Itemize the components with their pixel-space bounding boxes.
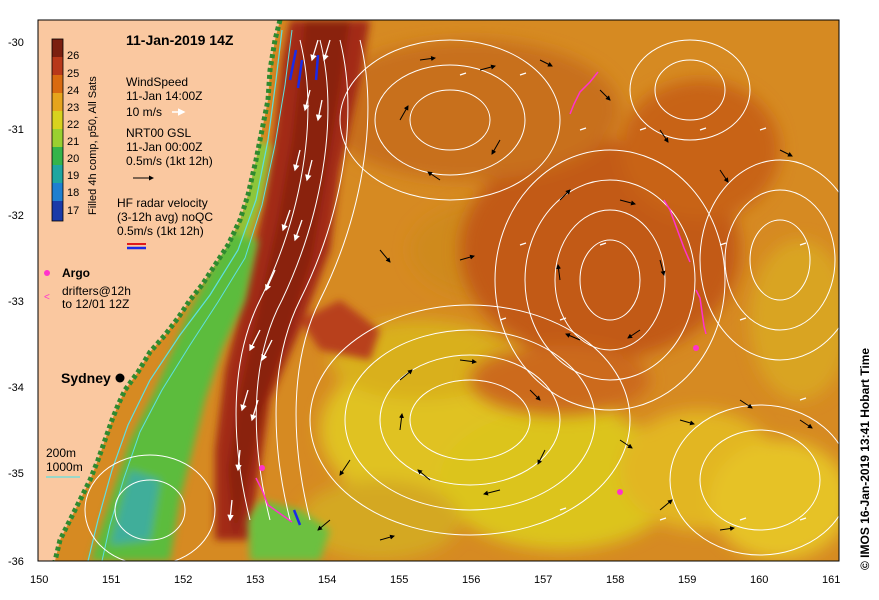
- y-tick: -31: [8, 124, 24, 136]
- y-tick: -34: [8, 382, 24, 394]
- colorbar-seg-4: [52, 111, 63, 129]
- isobath-1000m: [101, 29, 293, 561]
- wind-arrows: [459, 72, 807, 521]
- x-axis: 150 151 152 153 154 155 156 157 158 159 …: [30, 574, 840, 586]
- x-tick: 156: [462, 574, 480, 586]
- legend-wind-time: 11-Jan 14:00Z: [126, 89, 203, 103]
- coastline: [52, 20, 283, 561]
- x-tick: 158: [606, 574, 624, 586]
- x-tick: 152: [174, 574, 192, 586]
- legend-depth-200: 200m: [46, 446, 76, 460]
- x-tick: 154: [318, 574, 336, 586]
- colorbar: 26 25 24 23 22 21 20 19 18 17 Filled 4h …: [51, 38, 99, 222]
- colorbar-seg-8: [52, 183, 63, 201]
- legend-hf-sub: (3-12h avg) noQC: [117, 210, 213, 224]
- sydney-label: Sydney: [61, 370, 111, 386]
- sydney-marker: [115, 373, 125, 383]
- legend-gsl-time: 11-Jan 00:00Z: [126, 140, 203, 154]
- colorbar-seg-7: [52, 165, 63, 183]
- colorbar-tick: 25: [67, 68, 79, 80]
- legend-drifters-1: drifters@12h: [62, 284, 131, 298]
- legend-depth-1000: 1000m: [46, 460, 83, 474]
- hf-radar-arrows: [288, 49, 320, 526]
- colorbar-tick: 19: [67, 170, 79, 182]
- map-plot-area: [38, 20, 839, 561]
- gsl-velocity-arrows: [317, 56, 813, 541]
- legend-drifters-2: to 12/01 12Z: [62, 297, 129, 311]
- x-tick: 161: [822, 574, 840, 586]
- colorbar-tick: 20: [67, 153, 79, 165]
- ssh-contours: [84, 39, 839, 561]
- y-tick: -30: [8, 37, 24, 49]
- argo-floats: [259, 345, 699, 495]
- x-tick: 160: [750, 574, 768, 586]
- x-tick: 150: [30, 574, 48, 586]
- x-tick: 155: [390, 574, 408, 586]
- colorbar-tick: 26: [67, 50, 79, 62]
- colorbar-seg-2: [52, 75, 63, 93]
- map-title: 11-Jan-2019 14Z: [126, 32, 234, 48]
- colorbar-seg-6: [52, 147, 63, 165]
- legend-hf-scale: 0.5m/s (1kt 12h): [117, 224, 204, 238]
- x-tick: 157: [534, 574, 552, 586]
- colorbar-tick: 22: [67, 119, 79, 131]
- isobath-200m: [87, 29, 283, 561]
- colorbar-seg-0: [52, 39, 63, 57]
- colorbar-tick: 23: [67, 102, 79, 114]
- drifter-legend-marker: <: [44, 292, 50, 303]
- legend-wind-title: WindSpeed: [126, 75, 188, 89]
- colorbar-tick: 17: [67, 205, 79, 217]
- argo-legend-marker: [44, 270, 50, 276]
- credit-text: © IMOS 16-Jan-2019 13:41 Hobart Time: [858, 348, 872, 570]
- warm-eddy-regions: [320, 40, 780, 415]
- colorbar-seg-5: [52, 129, 63, 147]
- colorbar-tick: 21: [67, 136, 79, 148]
- legend-argo: Argo: [62, 266, 90, 280]
- plot-frame: [37, 19, 840, 562]
- y-axis: -30 -31 -32 -33 -34 -35 -36: [8, 37, 24, 568]
- y-tick: -32: [8, 210, 24, 222]
- legend-gsl-title: NRT00 GSL: [126, 126, 191, 140]
- x-tick: 151: [102, 574, 120, 586]
- x-tick: 153: [246, 574, 264, 586]
- colorbar-tick: 18: [67, 187, 79, 199]
- y-tick: -33: [8, 296, 24, 308]
- y-tick: -36: [8, 556, 24, 568]
- colorbar-label: Filled 4h comp, p50, All Sats: [87, 76, 99, 215]
- legend: WindSpeed 11-Jan 14:00Z 10 m/s NRT00 GSL…: [44, 75, 213, 478]
- colorbar-seg-1: [52, 57, 63, 75]
- drifter-tracks: [255, 71, 707, 523]
- legend-gsl-scale: 0.5m/s (1kt 12h): [126, 154, 213, 168]
- colorbar-tick: 24: [67, 85, 79, 97]
- colorbar-seg-3: [52, 93, 63, 111]
- y-tick: -35: [8, 468, 24, 480]
- legend-hf-title: HF radar velocity: [117, 196, 208, 210]
- x-tick: 159: [678, 574, 696, 586]
- legend-wind-scale: 10 m/s: [126, 105, 162, 119]
- colorbar-seg-9: [52, 201, 63, 221]
- eac-core-arrows: [227, 39, 331, 522]
- current-core: [215, 20, 380, 540]
- land-australia: [38, 20, 280, 561]
